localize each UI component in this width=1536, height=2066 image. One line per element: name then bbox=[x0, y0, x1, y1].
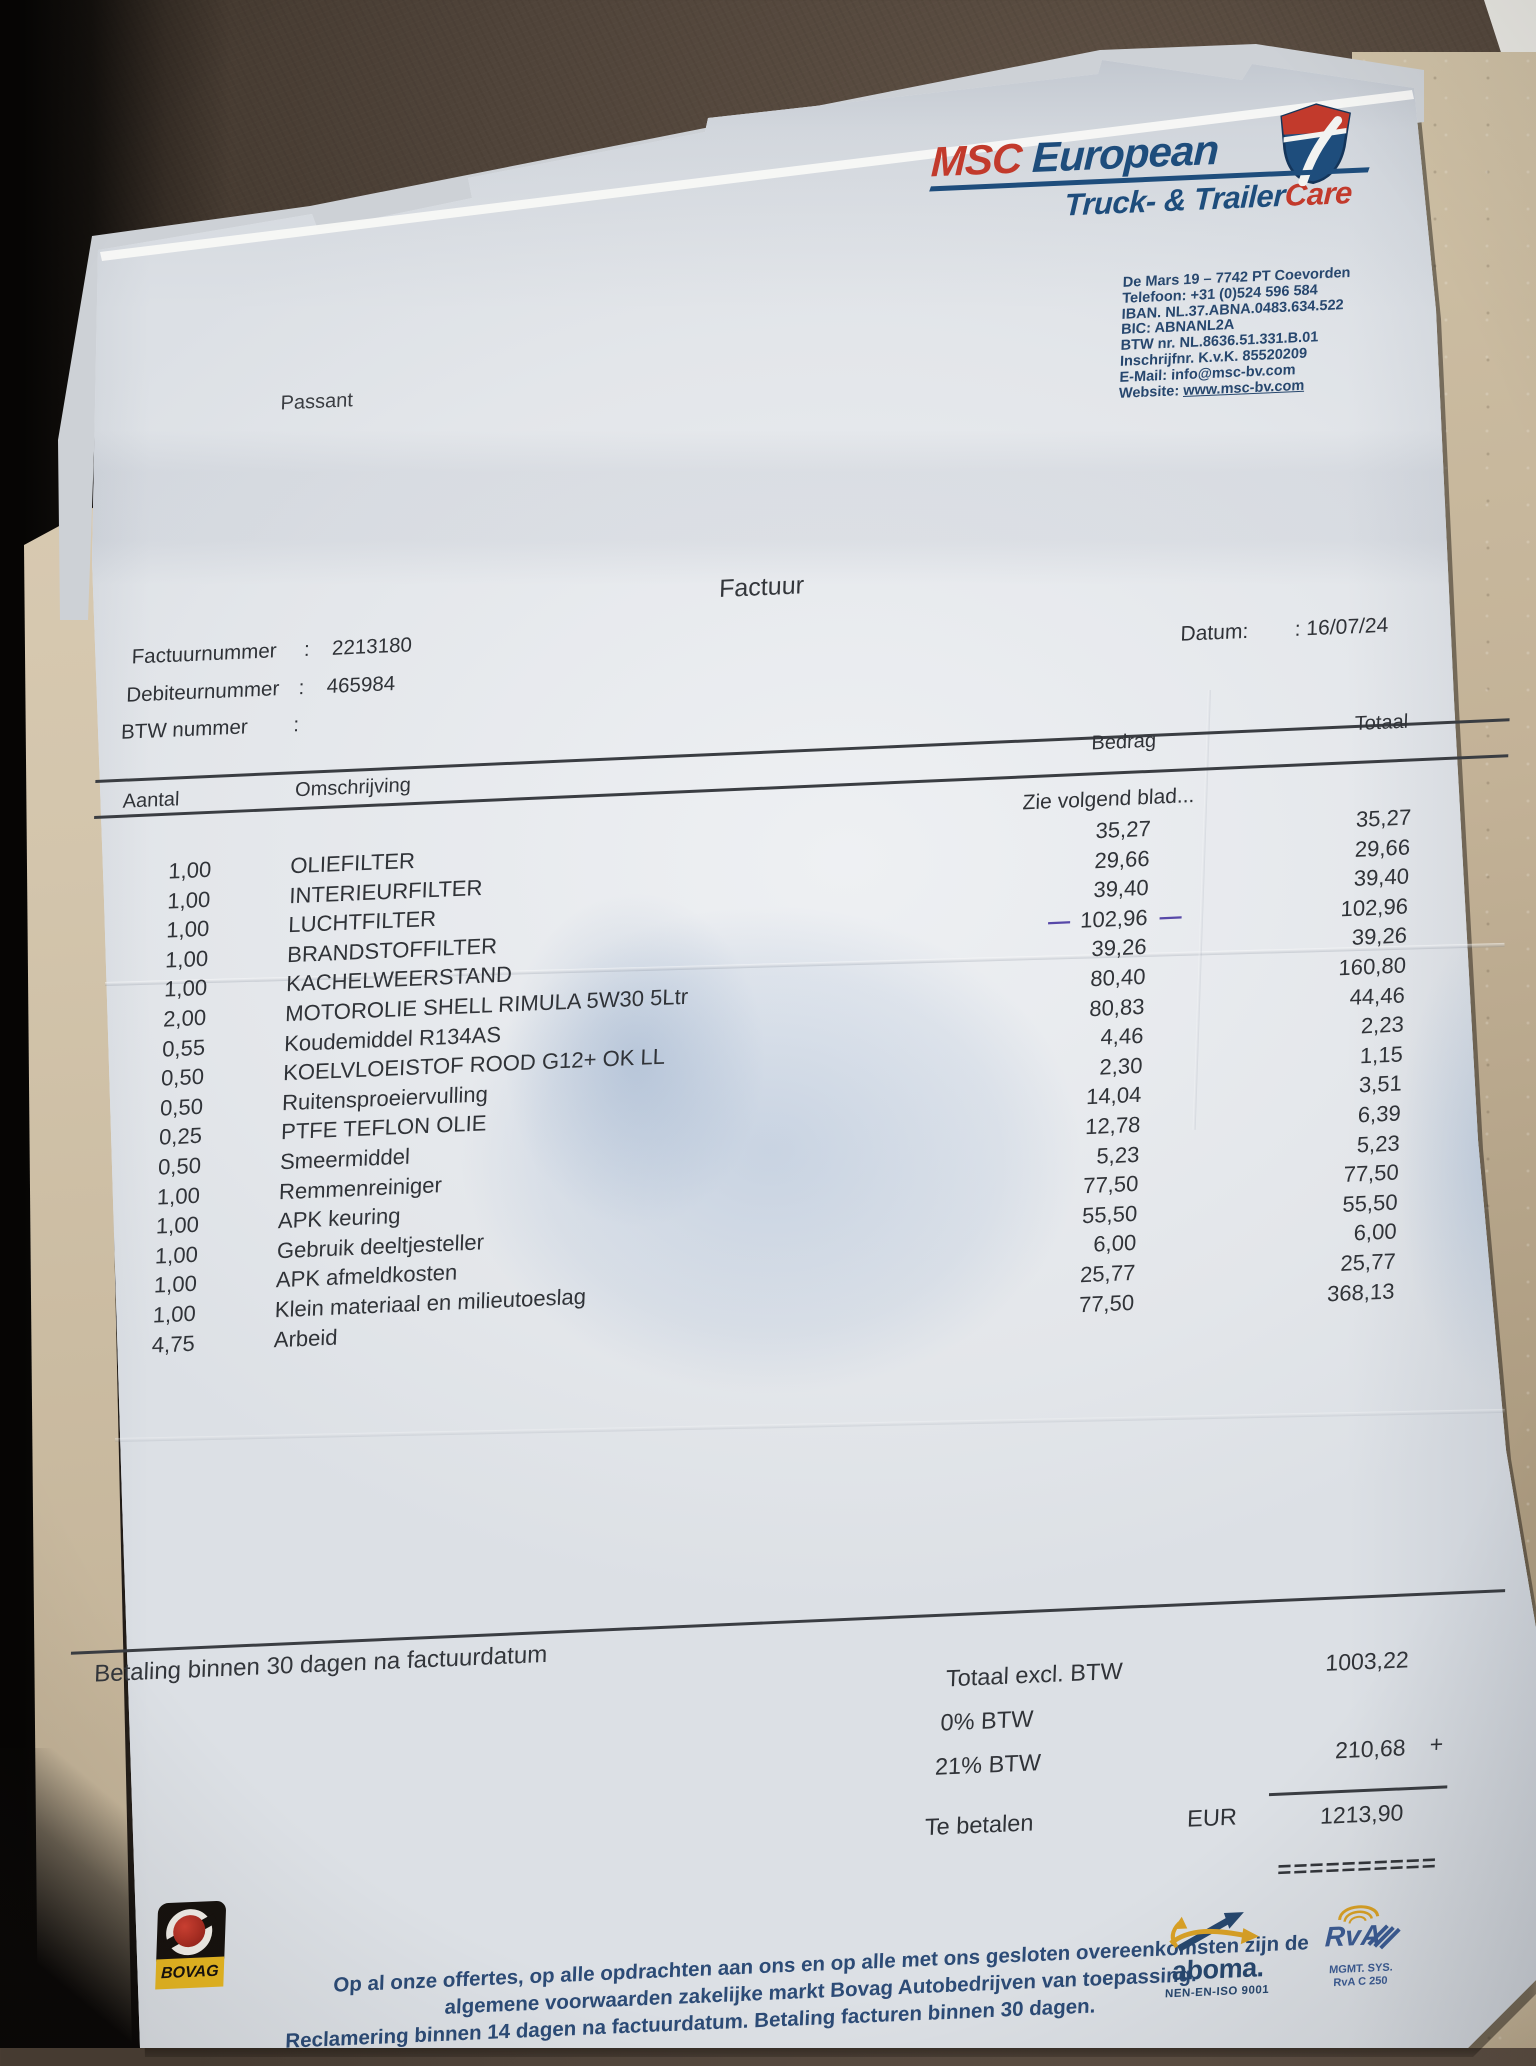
shield-road-icon bbox=[1280, 103, 1351, 187]
bedrag-number: 2,30 bbox=[1099, 1052, 1143, 1080]
invoice-content: MSC European Truck- & TrailerCare De Mar… bbox=[27, 42, 1536, 2065]
totals-rule bbox=[70, 1589, 1506, 1655]
bedrag-number: 55,50 bbox=[1081, 1200, 1138, 1228]
rva-logo: RvA MGMT. SYS. RvA C 250 bbox=[1295, 1890, 1429, 1992]
cell-gap bbox=[194, 1325, 274, 1358]
bedrag-number: 12,78 bbox=[1084, 1111, 1141, 1140]
debtor-number-row: Debiteurnummer : 465984 bbox=[126, 665, 548, 709]
separator: : bbox=[292, 713, 300, 737]
bedrag-number: 25,77 bbox=[1079, 1259, 1136, 1288]
currency-label: EUR bbox=[1186, 1803, 1238, 1832]
continuation-note: Zie volgend blad... bbox=[1022, 783, 1195, 815]
logo-european: European bbox=[1031, 125, 1219, 182]
total-due-label: Te betalen bbox=[924, 1809, 1034, 1841]
vat0-label: 0% BTW bbox=[940, 1705, 1034, 1736]
vat-number-label: BTW nummer bbox=[120, 715, 249, 744]
date-label: Datum: bbox=[1180, 619, 1249, 646]
cell-gap bbox=[205, 1029, 285, 1062]
bedrag-number: 80,40 bbox=[1089, 963, 1147, 992]
rva-mark-icon: RvA bbox=[1324, 1905, 1401, 1952]
column-header-bedrag: Bedrag bbox=[1091, 729, 1157, 755]
page-title: Factuur bbox=[718, 571, 805, 604]
bovag-logo-emblem bbox=[156, 1900, 227, 1962]
cell-gap bbox=[200, 1147, 280, 1180]
recipient-name: Passant bbox=[280, 389, 354, 415]
aboma-arrows-icon bbox=[1169, 1912, 1260, 1952]
bovag-logo: BOVAG bbox=[155, 1900, 227, 1992]
cell-gap bbox=[206, 999, 286, 1032]
double-underline: ========== bbox=[1276, 1849, 1439, 1884]
aboma-label: aboma. bbox=[1171, 1952, 1265, 1987]
bedrag-number: 4,46 bbox=[1100, 1022, 1144, 1050]
cell-gap bbox=[203, 1088, 283, 1121]
logo-truck-trailer: Truck- & Trailer bbox=[1063, 177, 1286, 223]
bedrag-number: 39,40 bbox=[1093, 874, 1150, 903]
sum-rule bbox=[1268, 1785, 1448, 1796]
bedrag-number: 77,50 bbox=[1082, 1170, 1139, 1199]
bedrag-number: 14,04 bbox=[1085, 1082, 1142, 1110]
bovag-ring bbox=[162, 1908, 218, 1957]
bedrag-number: 77,50 bbox=[1078, 1289, 1135, 1317]
column-header-totaal: Totaal bbox=[1354, 710, 1409, 736]
column-header-aantal: Aantal bbox=[122, 788, 180, 813]
svg-text:RvA: RvA bbox=[1324, 1919, 1381, 1952]
invoice-rows: 1,00 OLIEFILTER 35,27 35,27 1,00 INTERIE… bbox=[51, 802, 1412, 1364]
invoice-number-value: 2213180 bbox=[331, 633, 413, 660]
bedrag-number: 6,00 bbox=[1092, 1230, 1137, 1257]
column-header-omschrijving: Omschrijving bbox=[294, 774, 412, 802]
bovag-ball bbox=[172, 1914, 206, 1948]
vat21-value: 210,68 bbox=[1334, 1734, 1407, 1764]
bedrag-number: 102,96 bbox=[1079, 904, 1149, 933]
website-label: Website: bbox=[1118, 382, 1184, 402]
vat-number-row: BTW nummer : bbox=[121, 703, 543, 747]
cell-gap bbox=[195, 1295, 275, 1328]
plus-sign: + bbox=[1429, 1730, 1444, 1758]
bovag-label: BOVAG bbox=[160, 1962, 219, 1983]
cell-gap bbox=[197, 1236, 277, 1269]
subtotal-label: Totaal excl. BTW bbox=[945, 1657, 1124, 1692]
cell-gap bbox=[196, 1266, 276, 1299]
cell-aantal: 4,75 bbox=[151, 1330, 196, 1358]
rva-text: MGMT. SYS. RvA C 250 bbox=[1295, 1960, 1426, 1992]
bedrag-number: 5,23 bbox=[1096, 1141, 1140, 1169]
company-address-block: De Mars 19 – 7742 PT Coevorden Telefoon:… bbox=[1119, 263, 1424, 402]
bedrag-number: 35,27 bbox=[1095, 815, 1152, 844]
subtotal-value: 1003,22 bbox=[1325, 1646, 1410, 1676]
date-value: : 16/07/24 bbox=[1294, 613, 1389, 641]
pen-mark-icon: — bbox=[1047, 907, 1071, 934]
cell-gap bbox=[207, 970, 287, 1003]
cell-gap bbox=[201, 1118, 281, 1151]
cell-gap bbox=[199, 1177, 279, 1210]
cell-gap bbox=[209, 910, 289, 943]
separator: : bbox=[303, 637, 311, 662]
bedrag-number: 39,26 bbox=[1091, 934, 1148, 962]
aboma-logo: aboma. NEN-EN-ISO 9001 bbox=[1137, 1908, 1300, 2002]
logo-msc: MSC bbox=[930, 134, 1023, 186]
debtor-number-label: Debiteurnummer bbox=[125, 677, 280, 707]
cell-gap bbox=[210, 881, 290, 914]
separator: : bbox=[298, 675, 305, 700]
bedrag-number: 80,83 bbox=[1088, 993, 1145, 1021]
pen-mark-icon: — bbox=[1159, 903, 1183, 930]
bedrag-number: 29,66 bbox=[1094, 845, 1151, 873]
debtor-number-value: 465984 bbox=[326, 672, 396, 698]
company-logo: MSC European Truck- & TrailerCare bbox=[929, 103, 1383, 230]
cell-gap bbox=[208, 940, 288, 973]
vat21-label: 21% BTW bbox=[934, 1749, 1042, 1780]
invoice-number-label: Factuurnummer bbox=[131, 639, 278, 669]
cell-gap bbox=[211, 851, 291, 884]
total-due-value: 1213,90 bbox=[1319, 1799, 1404, 1829]
cell-bedrag: 77,50 bbox=[974, 1287, 1135, 1324]
cell-gap bbox=[198, 1206, 278, 1239]
cell-gap bbox=[204, 1058, 284, 1091]
invoice-number-row: Factuurnummer : 2213180 bbox=[131, 627, 553, 671]
bovag-logo-band: BOVAG bbox=[155, 1956, 225, 1990]
